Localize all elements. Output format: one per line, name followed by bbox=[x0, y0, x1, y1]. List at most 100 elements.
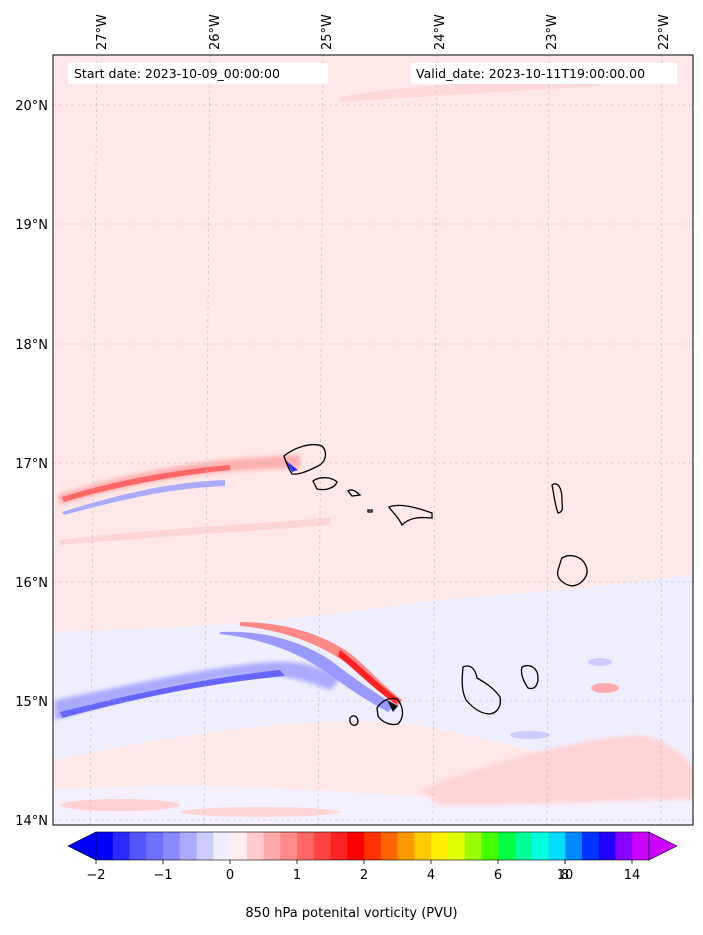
pv-negative-streamer bbox=[220, 631, 395, 712]
island-sal bbox=[551, 483, 563, 514]
lat-label: 15°N bbox=[15, 695, 48, 710]
colorbar-tick-label: 4 bbox=[427, 868, 435, 883]
longitude-labels: 27°W 26°W 25°W 24°W 23°W 22°W bbox=[95, 14, 672, 50]
island-maio bbox=[520, 664, 539, 690]
lat-label: 18°N bbox=[15, 338, 48, 353]
pv-negative-streamer bbox=[62, 480, 225, 515]
colorbar-segment bbox=[146, 832, 164, 860]
colorbar-segment bbox=[112, 832, 131, 860]
colorbar-segment bbox=[263, 832, 281, 860]
start-date-box bbox=[68, 63, 328, 84]
pv-positive-streamer bbox=[240, 622, 402, 706]
pv-field bbox=[53, 55, 693, 825]
colorbar-segment bbox=[230, 832, 248, 860]
colorbar-segment bbox=[615, 832, 633, 860]
colorbar-segment bbox=[548, 832, 566, 860]
colorbar-segment bbox=[397, 832, 415, 860]
colorbar-segment bbox=[163, 832, 181, 860]
colorbar-segment bbox=[313, 832, 332, 860]
pv-pink-patch bbox=[420, 735, 693, 805]
valid-date-box bbox=[411, 63, 677, 84]
colorbar-segment bbox=[565, 832, 583, 860]
pv-pink-patch bbox=[60, 518, 330, 545]
lat-label: 20°N bbox=[15, 99, 48, 114]
pv-positive-core bbox=[338, 650, 400, 704]
colorbar-segment bbox=[96, 832, 114, 860]
latitude-labels: 20°N 19°N 18°N 17°N 16°N 15°N 14°N bbox=[15, 99, 48, 829]
colorbar-over-arrow bbox=[648, 831, 678, 861]
colorbar-segment bbox=[447, 832, 466, 860]
colorbar-segment bbox=[129, 832, 147, 860]
colorbar-tick-label: −1 bbox=[153, 868, 172, 883]
lat-label: 16°N bbox=[15, 576, 48, 591]
gridlines bbox=[53, 55, 693, 825]
lat-label: 14°N bbox=[15, 814, 48, 829]
colorbar-segment bbox=[464, 832, 482, 860]
pv-positive-streamer bbox=[57, 455, 300, 505]
colorbar-segments bbox=[96, 832, 650, 860]
colorbar-ticks: −2 −1 0 1 2 4 6 810 14 bbox=[86, 860, 640, 883]
lon-label: 25°W bbox=[320, 14, 335, 50]
lat-label: 19°N bbox=[15, 218, 48, 233]
map-frame bbox=[52, 54, 694, 826]
colorbar-segment bbox=[632, 832, 650, 860]
colorbar-under-arrow bbox=[67, 831, 97, 861]
island-boa-vista bbox=[556, 555, 588, 587]
colorbar-segment bbox=[330, 832, 348, 860]
colorbar-tick-label: 8 bbox=[561, 868, 569, 883]
island-raso bbox=[367, 509, 373, 513]
colorbar-tick-label: 14 bbox=[624, 868, 641, 883]
colorbar-tick-label: 10 bbox=[557, 868, 574, 883]
colorbar-tick-label: 0 bbox=[226, 868, 234, 883]
colorbar-tick-label: −2 bbox=[86, 868, 105, 883]
colorbar-segment bbox=[431, 832, 449, 860]
island-santo-antao bbox=[283, 443, 327, 475]
colorbar-segment bbox=[213, 832, 231, 860]
colorbar-segment bbox=[598, 832, 616, 860]
pv-negative-core bbox=[60, 670, 285, 718]
pv-pink-patch bbox=[60, 799, 180, 811]
island-sao-nicolau bbox=[388, 504, 433, 527]
island-santa-luzia bbox=[347, 489, 362, 497]
colorbar-segment bbox=[347, 832, 365, 860]
lon-label: 26°W bbox=[208, 14, 223, 50]
colorbar-segment bbox=[196, 832, 214, 860]
colorbar-segment bbox=[414, 832, 432, 860]
pv-negative-patch bbox=[588, 658, 612, 666]
lon-label: 23°W bbox=[545, 14, 560, 50]
lon-label: 24°W bbox=[433, 14, 448, 50]
colorbar-frame bbox=[95, 831, 650, 861]
pv-positive-core bbox=[62, 465, 230, 502]
colorbar-segment bbox=[280, 832, 298, 860]
colorbar-segment bbox=[481, 832, 499, 860]
pv-pink-patch bbox=[180, 807, 340, 817]
island-santiago bbox=[461, 665, 502, 715]
colorbar-segment bbox=[514, 832, 533, 860]
valid-date-label: Valid_date: 2023-10-11T19:00:00.00 bbox=[416, 66, 645, 81]
pv-negative-patch bbox=[510, 731, 550, 739]
colorbar-tick-label: 2 bbox=[360, 868, 368, 883]
lon-label: 22°W bbox=[657, 14, 672, 50]
colorbar-title: 850 hPa potenital vorticity (PVU) bbox=[245, 906, 458, 921]
colorbar-segment bbox=[246, 832, 265, 860]
colorbar-tick-label: 6 bbox=[494, 868, 502, 883]
colorbar-segment bbox=[179, 832, 198, 860]
colorbar-segment bbox=[581, 832, 600, 860]
colorbar-segment bbox=[531, 832, 549, 860]
lat-label: 17°N bbox=[15, 457, 48, 472]
island-sao-vicente bbox=[312, 477, 338, 491]
colorbar-segment bbox=[380, 832, 399, 860]
pv-negative-streamer bbox=[55, 661, 340, 720]
colorbar-tick-label: 1 bbox=[293, 868, 301, 883]
island-brava bbox=[349, 715, 359, 727]
colorbar: −2 −1 0 1 2 4 6 810 14 bbox=[67, 831, 678, 883]
colorbar-segment bbox=[297, 832, 315, 860]
colorbar-segment bbox=[364, 832, 382, 860]
colorbar-segment bbox=[498, 832, 516, 860]
start-date-label: Start date: 2023-10-09_00:00:00 bbox=[74, 66, 280, 81]
lon-label: 27°W bbox=[95, 14, 110, 50]
coastlines bbox=[283, 443, 588, 727]
island-fogo bbox=[376, 697, 404, 726]
pv-pink-patch bbox=[591, 683, 619, 693]
